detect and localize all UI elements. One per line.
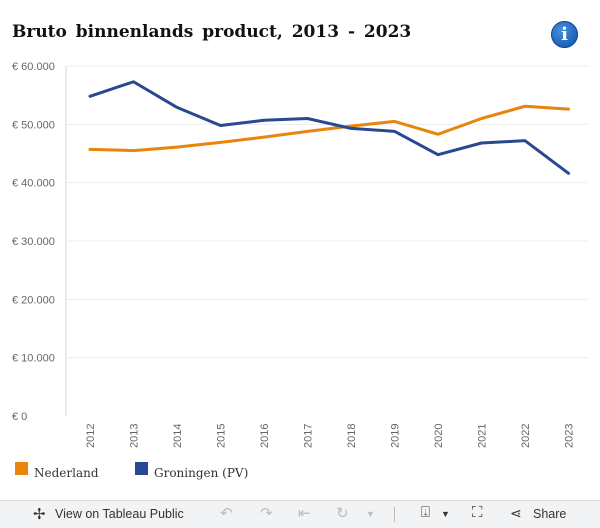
download-icon[interactable]: ⍗ — [421, 504, 431, 521]
data-point[interactable] — [391, 117, 399, 125]
data-point[interactable] — [391, 127, 399, 135]
x-tick-label: 2017 — [303, 424, 315, 448]
x-tick-label: 2013 — [129, 424, 141, 448]
legend: Nederland Groningen (PV) — [0, 462, 600, 484]
refresh-dropdown-icon[interactable]: ▼ — [366, 509, 375, 519]
data-point[interactable] — [173, 143, 181, 151]
data-point[interactable] — [304, 127, 312, 135]
x-tick-label: 2015 — [216, 424, 228, 448]
data-point[interactable] — [217, 138, 225, 146]
data-point[interactable] — [260, 133, 268, 141]
view-on-tableau-link[interactable]: View on Tableau Public — [55, 507, 184, 521]
data-point[interactable] — [86, 92, 94, 100]
data-point[interactable] — [565, 169, 573, 177]
data-point[interactable] — [521, 102, 529, 110]
data-point[interactable] — [130, 147, 138, 155]
fullscreen-icon[interactable]: ⛶ — [472, 504, 483, 521]
x-tick-label: 2022 — [520, 424, 532, 448]
data-point[interactable] — [478, 115, 486, 123]
x-tick-label: 2023 — [564, 424, 576, 448]
redo-icon[interactable]: ↷ — [260, 505, 273, 522]
data-point[interactable] — [434, 151, 442, 159]
tableau-logo-icon[interactable]: ✢ — [33, 506, 46, 523]
revert-icon[interactable]: ⇤ — [298, 505, 311, 522]
y-tick-label: € 30.000 — [12, 236, 55, 248]
info-icon[interactable]: i — [551, 21, 578, 48]
data-point[interactable] — [130, 78, 138, 86]
data-point[interactable] — [86, 145, 94, 153]
y-tick-label: € 60.000 — [12, 61, 55, 73]
line-chart: € 0 € 10.000 € 20.000 € 30.000 € 40.000 € 50.… — [12, 61, 588, 448]
data-point[interactable] — [304, 115, 312, 123]
legend-swatch-nederland — [15, 462, 28, 475]
y-tick-label: € 0 — [12, 411, 27, 423]
chart-title: Bruto binnenlands product, 2013 - 2023 — [12, 22, 412, 42]
data-point[interactable] — [565, 105, 573, 113]
x-tick-label: 2020 — [433, 424, 445, 448]
download-dropdown-icon[interactable]: ▼ — [441, 509, 450, 519]
data-point[interactable] — [173, 103, 181, 111]
refresh-icon[interactable]: ↻ — [336, 505, 349, 522]
data-point[interactable] — [260, 116, 268, 124]
y-tick-label: € 20.000 — [12, 294, 55, 306]
share-icon[interactable]: ⋖ — [510, 505, 522, 521]
legend-label-groningen: Groningen (PV) — [154, 466, 249, 480]
undo-icon[interactable]: ↶ — [220, 505, 233, 522]
data-point[interactable] — [347, 124, 355, 132]
y-tick-label: € 10.000 — [12, 353, 55, 365]
data-point[interactable] — [217, 122, 225, 130]
y-tick-label: € 40.000 — [12, 178, 55, 190]
share-button[interactable]: Share — [533, 507, 567, 521]
x-tick-label: 2019 — [390, 424, 402, 448]
legend-label-nederland: Nederland — [34, 466, 99, 480]
x-tick-label: 2012 — [85, 424, 97, 448]
series-line-nederland[interactable] — [88, 104, 570, 153]
x-tick-label: 2021 — [477, 424, 489, 448]
tableau-toolbar: ✢ View on Tableau Public ↶ ↷ ⇤ ↻ ▼ ⍗ ▼ ⛶… — [0, 500, 600, 528]
x-tick-label: 2014 — [172, 424, 184, 448]
data-point[interactable] — [521, 137, 529, 145]
y-tick-label: € 50.000 — [12, 119, 55, 131]
x-tick-label: 2018 — [346, 424, 358, 448]
legend-swatch-groningen — [135, 462, 148, 475]
series-line-groningen[interactable] — [88, 80, 570, 175]
data-point[interactable] — [434, 130, 442, 138]
x-tick-label: 2016 — [259, 424, 271, 448]
data-point[interactable] — [478, 139, 486, 147]
toolbar-divider — [394, 507, 395, 522]
